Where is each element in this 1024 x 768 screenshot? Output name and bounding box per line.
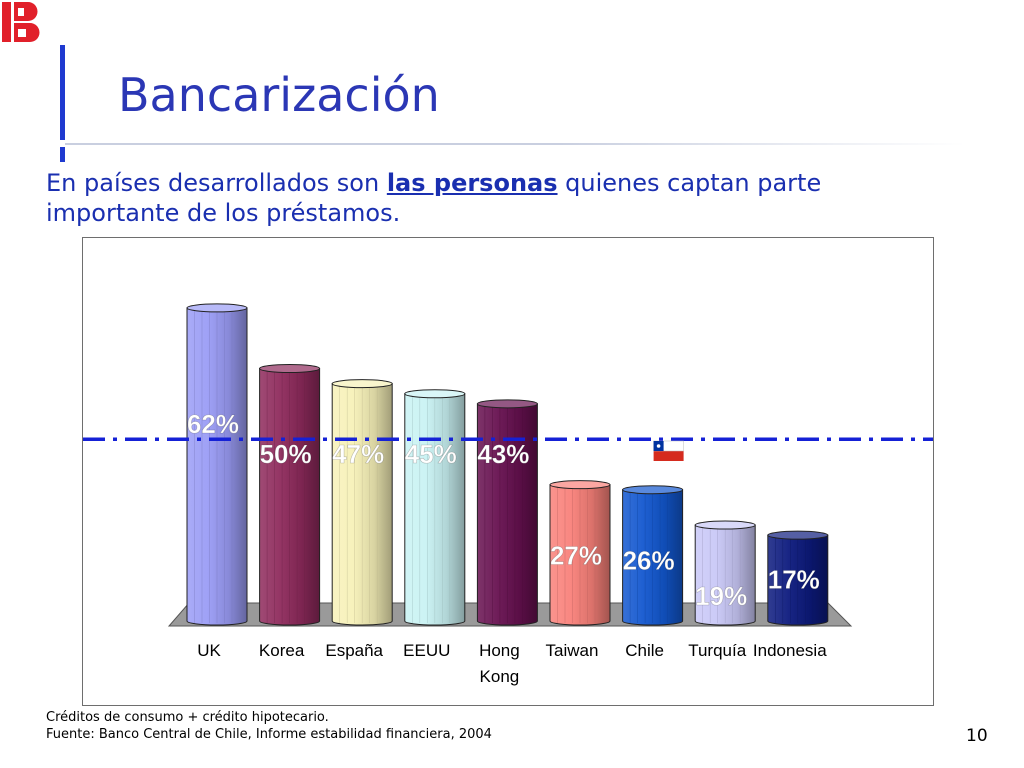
bar-top <box>549 480 611 490</box>
title-accent-bar <box>60 45 65 140</box>
tick-label-uk: UK <box>197 641 221 660</box>
slide-title: Bancarización <box>118 68 440 122</box>
data-label-uk: 62% <box>187 409 239 439</box>
footnote: Créditos de consumo + crédito hipotecari… <box>46 709 492 743</box>
tick-label-taiwan: Taiwan <box>546 641 599 660</box>
chart-frame: 62% 50% 47% 45% 43% 27% 26% 19% 17% UK Korea España… <box>82 237 934 706</box>
bar-top <box>259 364 321 373</box>
slide-subtitle: En países desarrollados son las personas… <box>46 168 906 228</box>
tick-label-chile: Chile <box>625 641 664 660</box>
data-label-chile: 26% <box>623 546 675 576</box>
bar-indonesia <box>767 530 829 626</box>
bar-top <box>331 379 393 389</box>
data-label-turquía: 19% <box>695 581 747 611</box>
ib-logo-icon <box>2 2 40 42</box>
tick-label-hong-kong: Hong Kong <box>479 641 520 686</box>
data-label-hong-kong: 43% <box>477 439 529 469</box>
bar-españa <box>331 379 393 626</box>
chile-flag-icon <box>653 440 684 461</box>
data-label-taiwan: 27% <box>550 541 602 571</box>
bar-top <box>622 485 684 495</box>
footnote-line-2: Fuente: Banco Central de Chile, Informe … <box>46 727 492 742</box>
title-accent-bar-lower <box>60 147 65 162</box>
bar-top <box>404 389 466 399</box>
subtitle-text-pre: En países desarrollados son <box>46 169 387 197</box>
tick-label-korea: Korea <box>259 641 305 660</box>
title-rule <box>65 143 965 145</box>
bar-hong-kong <box>476 399 538 626</box>
tick-label-indonesia: Indonesia <box>753 641 827 660</box>
bar-chile <box>622 485 684 626</box>
bar-turquía <box>694 520 756 626</box>
bar-chart: 62% 50% 47% 45% 43% 27% 26% 19% 17% UK Korea España… <box>83 303 933 686</box>
bar-uk <box>186 303 248 626</box>
bar-korea <box>259 364 321 626</box>
tick-label-turquía: Turquía <box>688 641 747 660</box>
page-number: 10 <box>966 726 988 746</box>
bar-top <box>694 520 756 530</box>
bar-taiwan <box>549 480 611 626</box>
tick-label-españa: España <box>325 641 383 660</box>
data-label-eeuu: 45% <box>405 439 457 469</box>
subtitle-emphasis: las personas <box>386 169 558 197</box>
footnote-line-1: Créditos de consumo + crédito hipotecari… <box>46 710 329 725</box>
bar-eeuu <box>404 389 466 626</box>
data-label-españa: 47% <box>332 439 384 469</box>
subtitle-text-post: quienes captan parte importante de los p… <box>46 169 822 227</box>
bar-top <box>186 303 248 313</box>
tick-label-eeuu: EEUU <box>403 641 450 660</box>
data-label-indonesia: 17% <box>768 564 820 594</box>
bar-top <box>476 399 538 409</box>
data-label-korea: 50% <box>260 439 312 469</box>
bar-top <box>767 530 829 540</box>
